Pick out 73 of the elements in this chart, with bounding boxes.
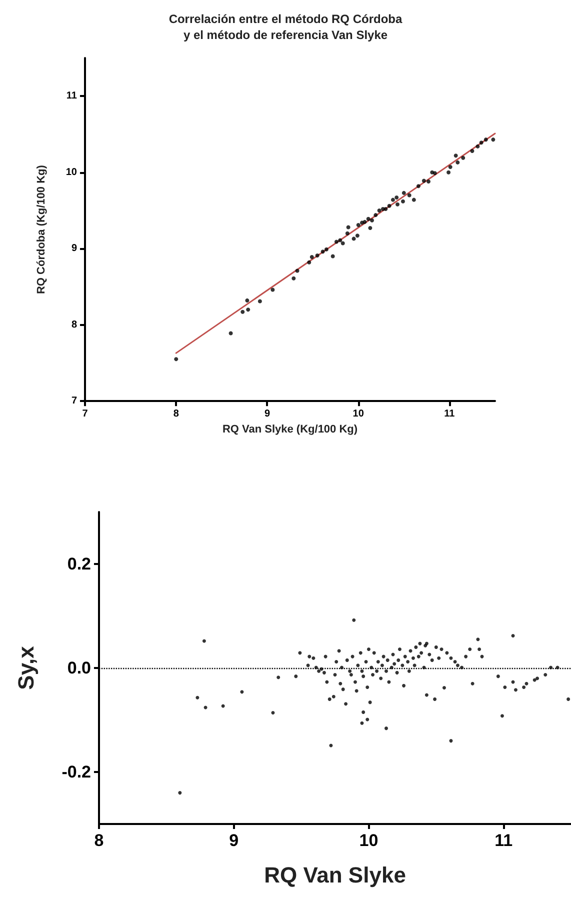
x-tick-label: 11 [494, 831, 513, 850]
point [432, 171, 437, 176]
point [368, 226, 372, 230]
x-tick-label: 8 [173, 408, 180, 420]
point [320, 250, 325, 254]
y-tick-label: 8 [71, 319, 78, 330]
point [412, 198, 416, 202]
x-tick-label: 9 [229, 831, 239, 850]
point [366, 216, 370, 221]
point [245, 298, 250, 302]
y-axis-title: RQ Córdoba (Kg/100 Kg) [36, 164, 48, 294]
point [346, 225, 350, 230]
point [407, 193, 412, 198]
x-tick-label: 11 [444, 408, 456, 420]
point [484, 138, 488, 142]
point [394, 196, 399, 200]
point [334, 240, 338, 244]
point [307, 260, 312, 264]
point [315, 253, 320, 258]
point [240, 310, 245, 314]
y-tick-label: 0.0 [67, 658, 91, 678]
point [355, 234, 360, 238]
point [402, 190, 406, 195]
point [330, 254, 335, 258]
y-tick-label: -0.2 [62, 762, 91, 782]
point [246, 308, 250, 312]
point [456, 160, 460, 164]
point [174, 357, 178, 362]
x-tick-label: 9 [264, 408, 270, 420]
point [461, 156, 466, 160]
y-tick-label: 11 [66, 90, 78, 102]
point [338, 238, 342, 242]
point [387, 204, 392, 208]
point [446, 170, 451, 174]
point [228, 331, 233, 336]
point [345, 231, 350, 236]
point [310, 255, 314, 259]
x-tick-label: 10 [352, 408, 364, 420]
point [292, 276, 296, 280]
point [491, 138, 496, 142]
point [377, 208, 382, 212]
point [295, 268, 300, 273]
point [479, 140, 484, 145]
x-tick-label: 8 [94, 831, 104, 850]
chart-title: Correlación entre el método RQ Córdoba y el método de referencia Van Slyke [168, 12, 403, 42]
y-tick-label: 10 [66, 166, 78, 178]
point [390, 198, 395, 202]
point [356, 222, 360, 227]
point [340, 241, 345, 246]
y-tick-label: 0.2 [67, 554, 91, 574]
point [384, 206, 388, 211]
point [324, 247, 328, 252]
point [422, 178, 426, 183]
point [470, 149, 474, 154]
point [370, 218, 374, 222]
x-tick-label: 10 [359, 831, 378, 850]
y-tick-label: 9 [71, 243, 78, 254]
point [426, 180, 430, 184]
x-axis-title: RQ Van Slyke (Kg/100 Kg) [222, 424, 358, 436]
y-axis-title: Sy,x [14, 645, 38, 690]
point [362, 220, 367, 224]
point [400, 199, 405, 204]
point [270, 288, 275, 292]
point [258, 299, 262, 304]
point [374, 213, 378, 218]
point [352, 236, 356, 241]
point [476, 144, 480, 148]
y-tick-label: 7 [71, 396, 78, 407]
point [416, 184, 420, 188]
point [396, 202, 400, 206]
point [448, 165, 452, 170]
x-axis-title: RQ Van Slyke [264, 862, 406, 888]
point [454, 154, 458, 158]
